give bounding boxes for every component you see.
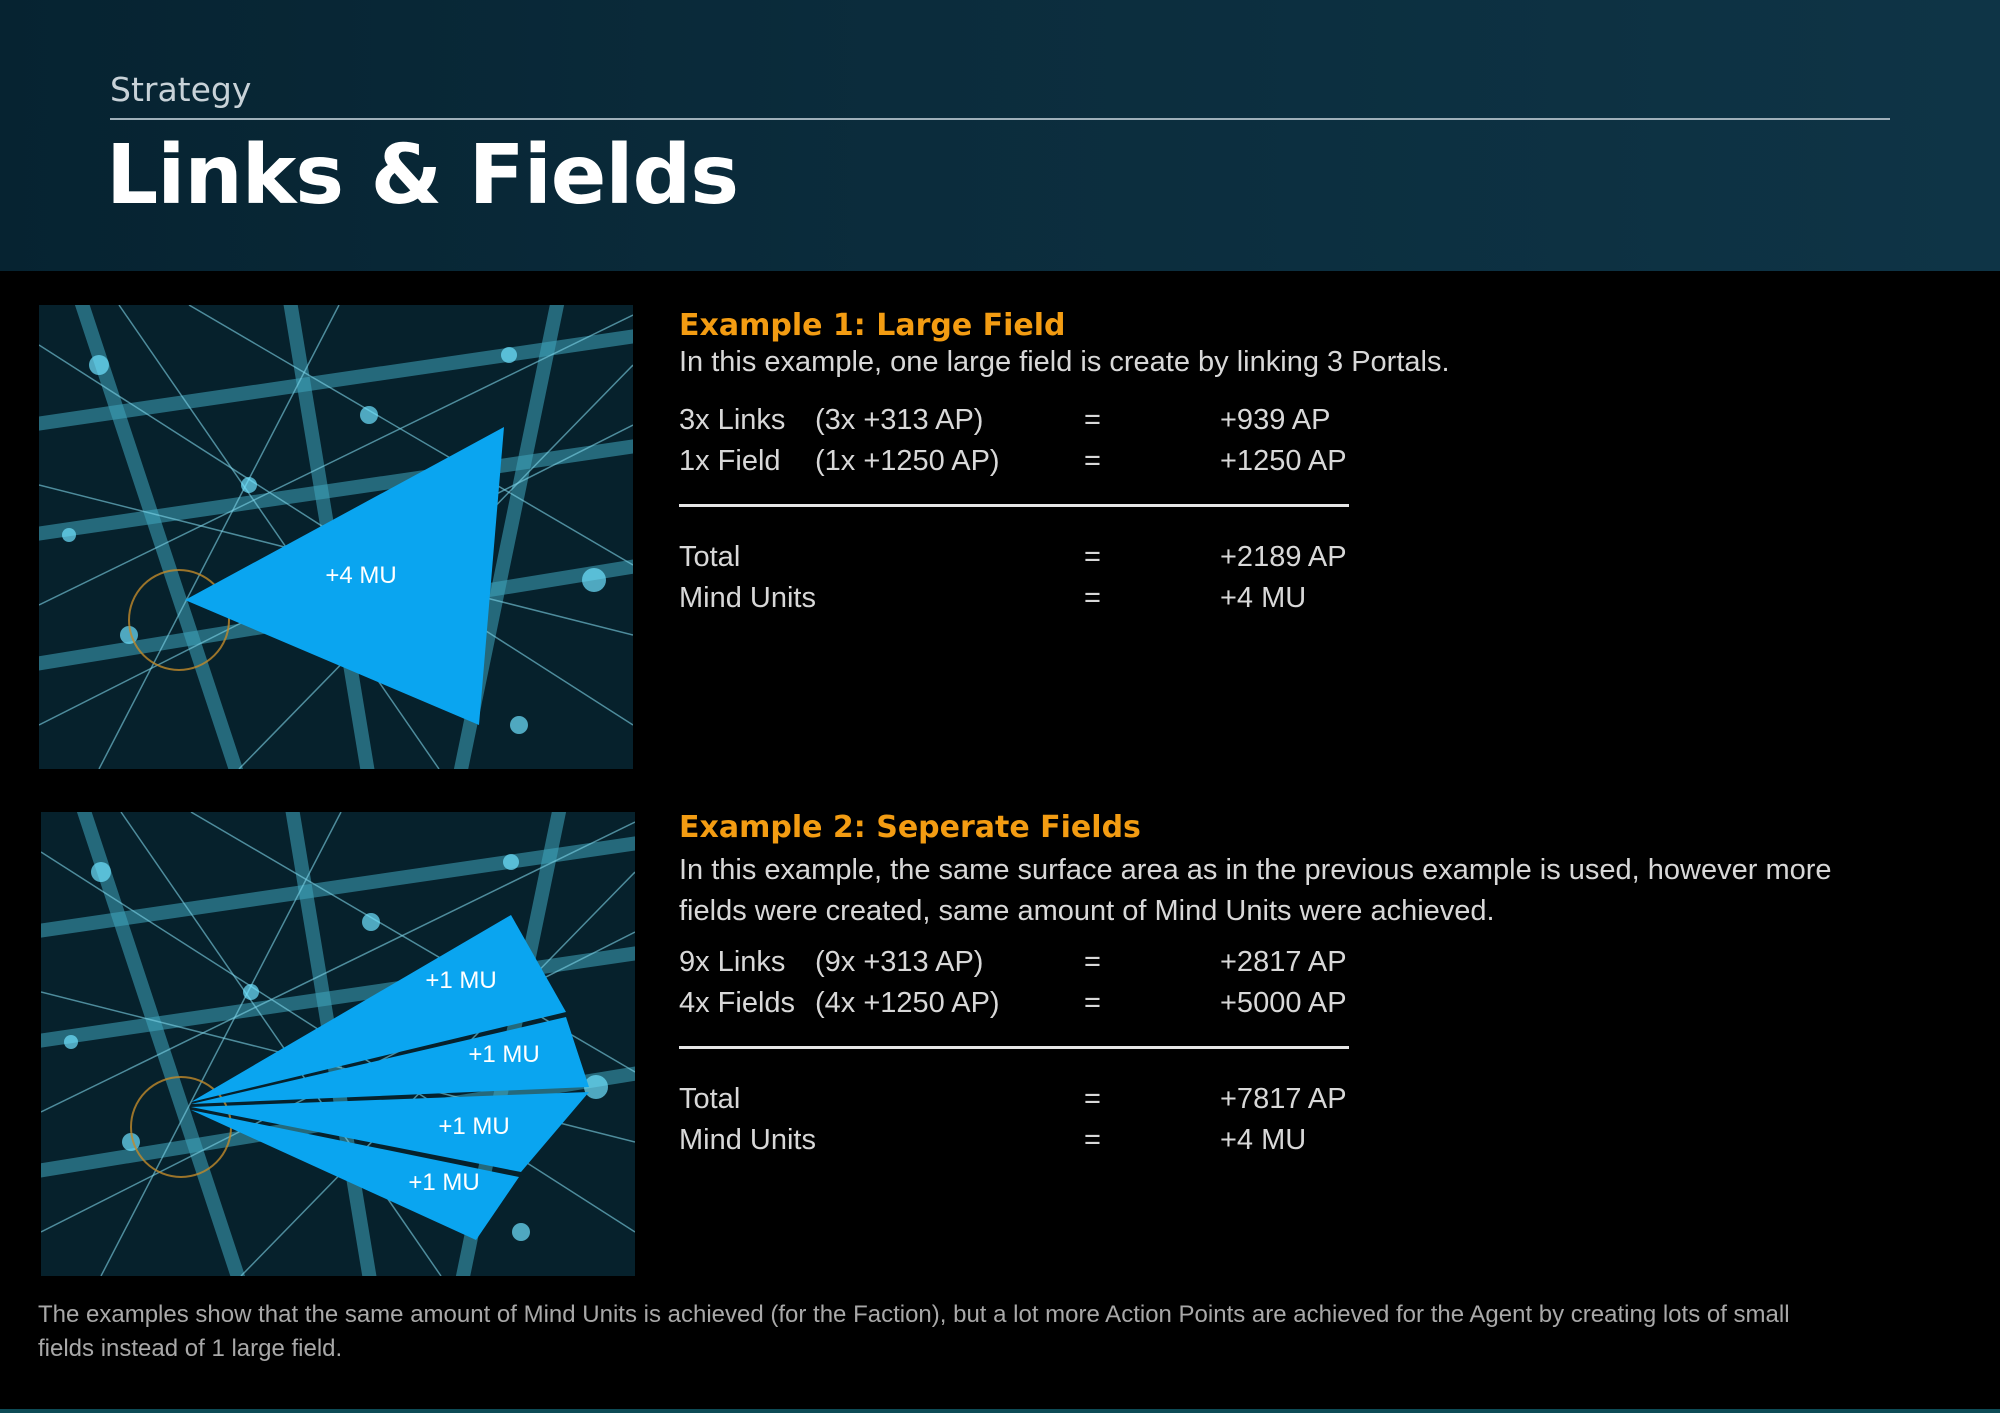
- small-field-shape: [191, 1110, 519, 1240]
- small-field-shape: [191, 915, 566, 1102]
- header-divider: [110, 118, 1890, 120]
- total-row: Total = +7817 AP: [679, 1083, 1359, 1124]
- example1-map-image: +4 MU: [39, 305, 633, 769]
- total-value: +2189 AP: [1220, 541, 1347, 573]
- total-label: Total: [679, 541, 741, 573]
- example2-title: Example 2: Seperate Fields: [679, 810, 1141, 845]
- total-label: Mind Units: [679, 582, 816, 614]
- calc-equals: =: [1084, 445, 1101, 477]
- calc-label: 4x Fields: [679, 987, 796, 1019]
- calc-row: 3x Links (3x +313 AP) = +939 AP: [679, 404, 1359, 445]
- calc-row: 1x Field (1x +1250 AP) = +1250 AP: [679, 445, 1359, 486]
- total-equals: =: [1084, 582, 1101, 614]
- large-field-shape: [185, 427, 504, 725]
- calc-value: +939 AP: [1220, 404, 1331, 436]
- example1-total-rows: Total = +2189 AP Mind Units = +4 MU: [679, 541, 1359, 623]
- calc-equals: =: [1084, 987, 1101, 1019]
- bottom-accent-bar: [0, 1409, 2000, 1413]
- example1-description: In this example, one large field is crea…: [679, 346, 1450, 378]
- map-mu-label: +1 MU: [408, 1169, 479, 1196]
- example1-title: Example 1: Large Field: [679, 308, 1066, 343]
- example2-description: In this example, the same surface area a…: [679, 854, 1832, 927]
- calc-label: 3x Links: [679, 404, 786, 436]
- total-value: +4 MU: [1220, 582, 1307, 614]
- small-field-shape: [191, 1092, 589, 1172]
- map-mu-label: +1 MU: [425, 967, 496, 994]
- total-row: Total = +2189 AP: [679, 541, 1359, 582]
- example2-total-rows: Total = +7817 AP Mind Units = +4 MU: [679, 1083, 1359, 1165]
- map-mu-label: +1 MU: [438, 1113, 509, 1140]
- calc-value: +5000 AP: [1220, 987, 1347, 1019]
- header-banner: Strategy Links & Fields: [0, 0, 2000, 271]
- calc-label: 9x Links: [679, 946, 786, 978]
- total-equals: =: [1084, 1083, 1101, 1115]
- calc-row: 9x Links (9x +313 AP) = +2817 AP: [679, 946, 1359, 987]
- total-equals: =: [1084, 541, 1101, 573]
- example2-divider: [679, 1046, 1349, 1049]
- calc-detail: (9x +313 AP): [815, 946, 984, 978]
- map-mu-label: +1 MU: [468, 1041, 539, 1068]
- calc-row: 4x Fields (4x +1250 AP) = +5000 AP: [679, 987, 1359, 1028]
- example1-divider: [679, 504, 1349, 507]
- calc-equals: =: [1084, 946, 1101, 978]
- page-title: Links & Fields: [106, 128, 739, 223]
- example2-map-image: +1 MU +1 MU +1 MU +1 MU: [41, 812, 635, 1276]
- total-value: +4 MU: [1220, 1124, 1307, 1156]
- map-mu-label: +4 MU: [325, 562, 396, 589]
- total-equals: =: [1084, 1124, 1101, 1156]
- section-label: Strategy: [110, 70, 252, 109]
- footer-note: The examples show that the same amount o…: [38, 1301, 1790, 1362]
- calc-detail: (4x +1250 AP): [815, 987, 1000, 1019]
- total-row: Mind Units = +4 MU: [679, 1124, 1359, 1165]
- calc-equals: =: [1084, 404, 1101, 436]
- example1-calc-rows: 3x Links (3x +313 AP) = +939 AP 1x Field…: [679, 404, 1359, 486]
- calc-value: +2817 AP: [1220, 946, 1347, 978]
- small-field-shape: [191, 1017, 589, 1104]
- total-value: +7817 AP: [1220, 1083, 1347, 1115]
- example2-calc-rows: 9x Links (9x +313 AP) = +2817 AP 4x Fiel…: [679, 946, 1359, 1028]
- total-label: Mind Units: [679, 1124, 816, 1156]
- calc-label: 1x Field: [679, 445, 781, 477]
- total-row: Mind Units = +4 MU: [679, 582, 1359, 623]
- calc-detail: (1x +1250 AP): [815, 445, 1000, 477]
- calc-value: +1250 AP: [1220, 445, 1347, 477]
- total-label: Total: [679, 1083, 741, 1115]
- calc-detail: (3x +313 AP): [815, 404, 984, 436]
